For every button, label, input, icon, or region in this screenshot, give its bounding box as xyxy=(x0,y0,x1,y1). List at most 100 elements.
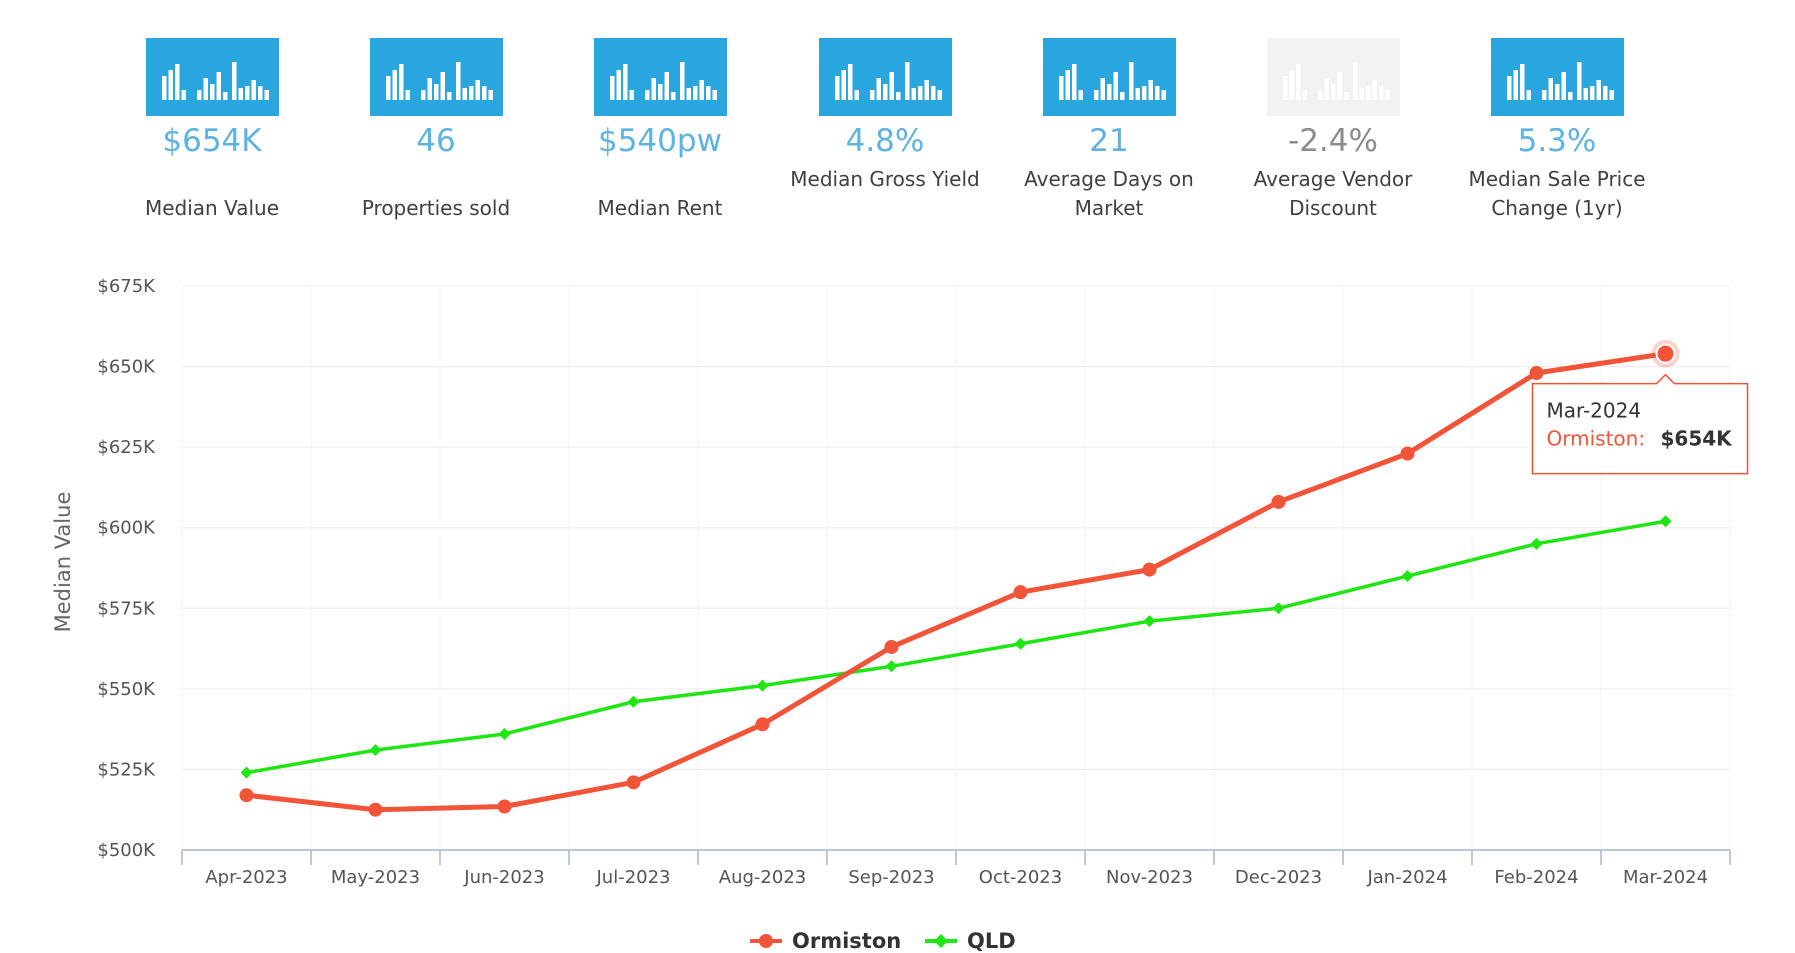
icon-bar xyxy=(705,86,710,100)
icon-bar xyxy=(203,78,208,100)
icon-bar xyxy=(869,90,874,100)
tooltip-value: $654K xyxy=(1661,427,1734,451)
data-point[interactable] xyxy=(498,727,511,740)
stat-label: Average Vendor Discount xyxy=(1253,167,1413,220)
data-point[interactable] xyxy=(626,775,641,790)
icon-bar xyxy=(1519,64,1524,100)
data-point[interactable] xyxy=(1272,602,1285,615)
icon-bar xyxy=(679,62,684,100)
bar-chart-icon xyxy=(609,62,717,100)
data-point[interactable] xyxy=(239,788,254,803)
data-point[interactable] xyxy=(368,802,383,817)
x-tick-label: Jul-2023 xyxy=(595,867,670,888)
icon-bar xyxy=(670,92,675,100)
tooltip-category: Mar-2024 xyxy=(1547,399,1642,423)
icon-bar xyxy=(1106,84,1111,100)
icon-bar xyxy=(834,76,839,100)
icon-bar xyxy=(1548,78,1553,100)
y-tick-label: $600K xyxy=(97,518,156,539)
bar-chart-icon xyxy=(161,62,269,100)
icon-bar xyxy=(392,70,397,100)
data-point[interactable] xyxy=(1142,562,1157,577)
data-point[interactable] xyxy=(885,660,898,673)
icon-bar xyxy=(420,90,425,100)
data-point[interactable] xyxy=(755,717,770,732)
bar-chart-icon xyxy=(1490,38,1624,116)
stat-tile[interactable]: $654K Median Value xyxy=(107,38,317,238)
legend-item-qld[interactable]: QLD xyxy=(925,929,1016,953)
icon-bar xyxy=(1330,84,1335,100)
data-point[interactable] xyxy=(627,695,640,708)
icon-bar xyxy=(854,90,859,100)
icon-bar xyxy=(231,62,236,100)
data-point[interactable] xyxy=(1530,537,1543,550)
icon-bar xyxy=(1337,72,1342,100)
icon-bar xyxy=(1576,62,1581,100)
icon-bar xyxy=(644,90,649,100)
icon-bar xyxy=(209,84,214,100)
x-tick-label: Sep-2023 xyxy=(848,867,934,888)
icon-bar xyxy=(488,90,493,100)
stat-label: Median Gross Yield xyxy=(790,167,980,191)
stat-value: $654K xyxy=(162,123,262,159)
data-point[interactable] xyxy=(1013,585,1028,600)
x-tick-label: Feb-2024 xyxy=(1494,867,1578,888)
icon-bar xyxy=(446,92,451,100)
stat-label: Average Days on Market xyxy=(1024,167,1194,220)
x-tick-label: Dec-2023 xyxy=(1235,867,1322,888)
stat-tile[interactable]: 21 Average Days on Market xyxy=(1004,38,1214,238)
icon-bar xyxy=(257,86,262,100)
data-point[interactable] xyxy=(1401,570,1414,583)
stat-value: $540pw xyxy=(598,123,722,159)
legend-marker xyxy=(759,934,773,948)
hover-point xyxy=(1655,343,1676,364)
stat-tile[interactable]: -2.4% Average Vendor Discount xyxy=(1228,38,1438,238)
icon-bar xyxy=(1324,78,1329,100)
bar-chart-icon xyxy=(385,62,493,100)
bar-chart-icon xyxy=(1282,62,1390,100)
icon-bar xyxy=(1567,92,1572,100)
data-point[interactable] xyxy=(1014,637,1027,650)
legend-label: QLD xyxy=(967,929,1016,953)
icon-bar xyxy=(244,86,249,100)
data-point[interactable] xyxy=(756,679,769,692)
icon-bar xyxy=(609,76,614,100)
x-tick-label: Jun-2023 xyxy=(463,867,544,888)
icon-bar xyxy=(1506,76,1511,100)
icon-bar xyxy=(699,80,704,100)
icon-bar xyxy=(841,70,846,100)
data-point[interactable] xyxy=(1143,615,1156,628)
icon-bar xyxy=(196,90,201,100)
stat-tile[interactable]: 5.3% Median Sale Price Change (1yr) xyxy=(1452,38,1662,238)
icon-bar xyxy=(847,64,852,100)
stat-label: Median Rent xyxy=(597,196,723,220)
stat-tile[interactable]: 46 Properties sold xyxy=(331,38,541,238)
icon-bar xyxy=(686,88,691,100)
icon-bar xyxy=(651,78,656,100)
y-tick-label: $575K xyxy=(97,598,156,619)
data-point[interactable] xyxy=(884,639,899,654)
data-point[interactable] xyxy=(497,799,512,814)
icon-bar xyxy=(1289,70,1294,100)
data-point[interactable] xyxy=(1271,494,1286,509)
icon-bar xyxy=(1148,80,1153,100)
data-point[interactable] xyxy=(1400,446,1415,461)
icon-bar xyxy=(1365,86,1370,100)
data-point[interactable] xyxy=(1659,515,1672,528)
icon-bar xyxy=(216,72,221,100)
stat-value: 4.8% xyxy=(845,123,925,159)
stat-tile[interactable]: 4.8% Median Gross Yield xyxy=(780,38,990,238)
bar-chart-icon xyxy=(818,38,952,116)
stat-tile[interactable]: $540pw Median Rent xyxy=(555,38,765,238)
data-point[interactable] xyxy=(369,744,382,757)
legend-item-ormiston[interactable]: Ormiston xyxy=(750,929,901,953)
chart-tooltip: Mar-2024 Ormiston: $654K xyxy=(1531,339,1749,475)
icon-bar xyxy=(1596,80,1601,100)
icon-bar xyxy=(712,90,717,100)
x-tick-label: May-2023 xyxy=(331,867,420,888)
data-point[interactable] xyxy=(240,766,253,779)
icon-bar xyxy=(937,90,942,100)
icon-bar xyxy=(168,70,173,100)
icon-bar xyxy=(629,90,634,100)
data-point[interactable] xyxy=(1529,366,1544,381)
